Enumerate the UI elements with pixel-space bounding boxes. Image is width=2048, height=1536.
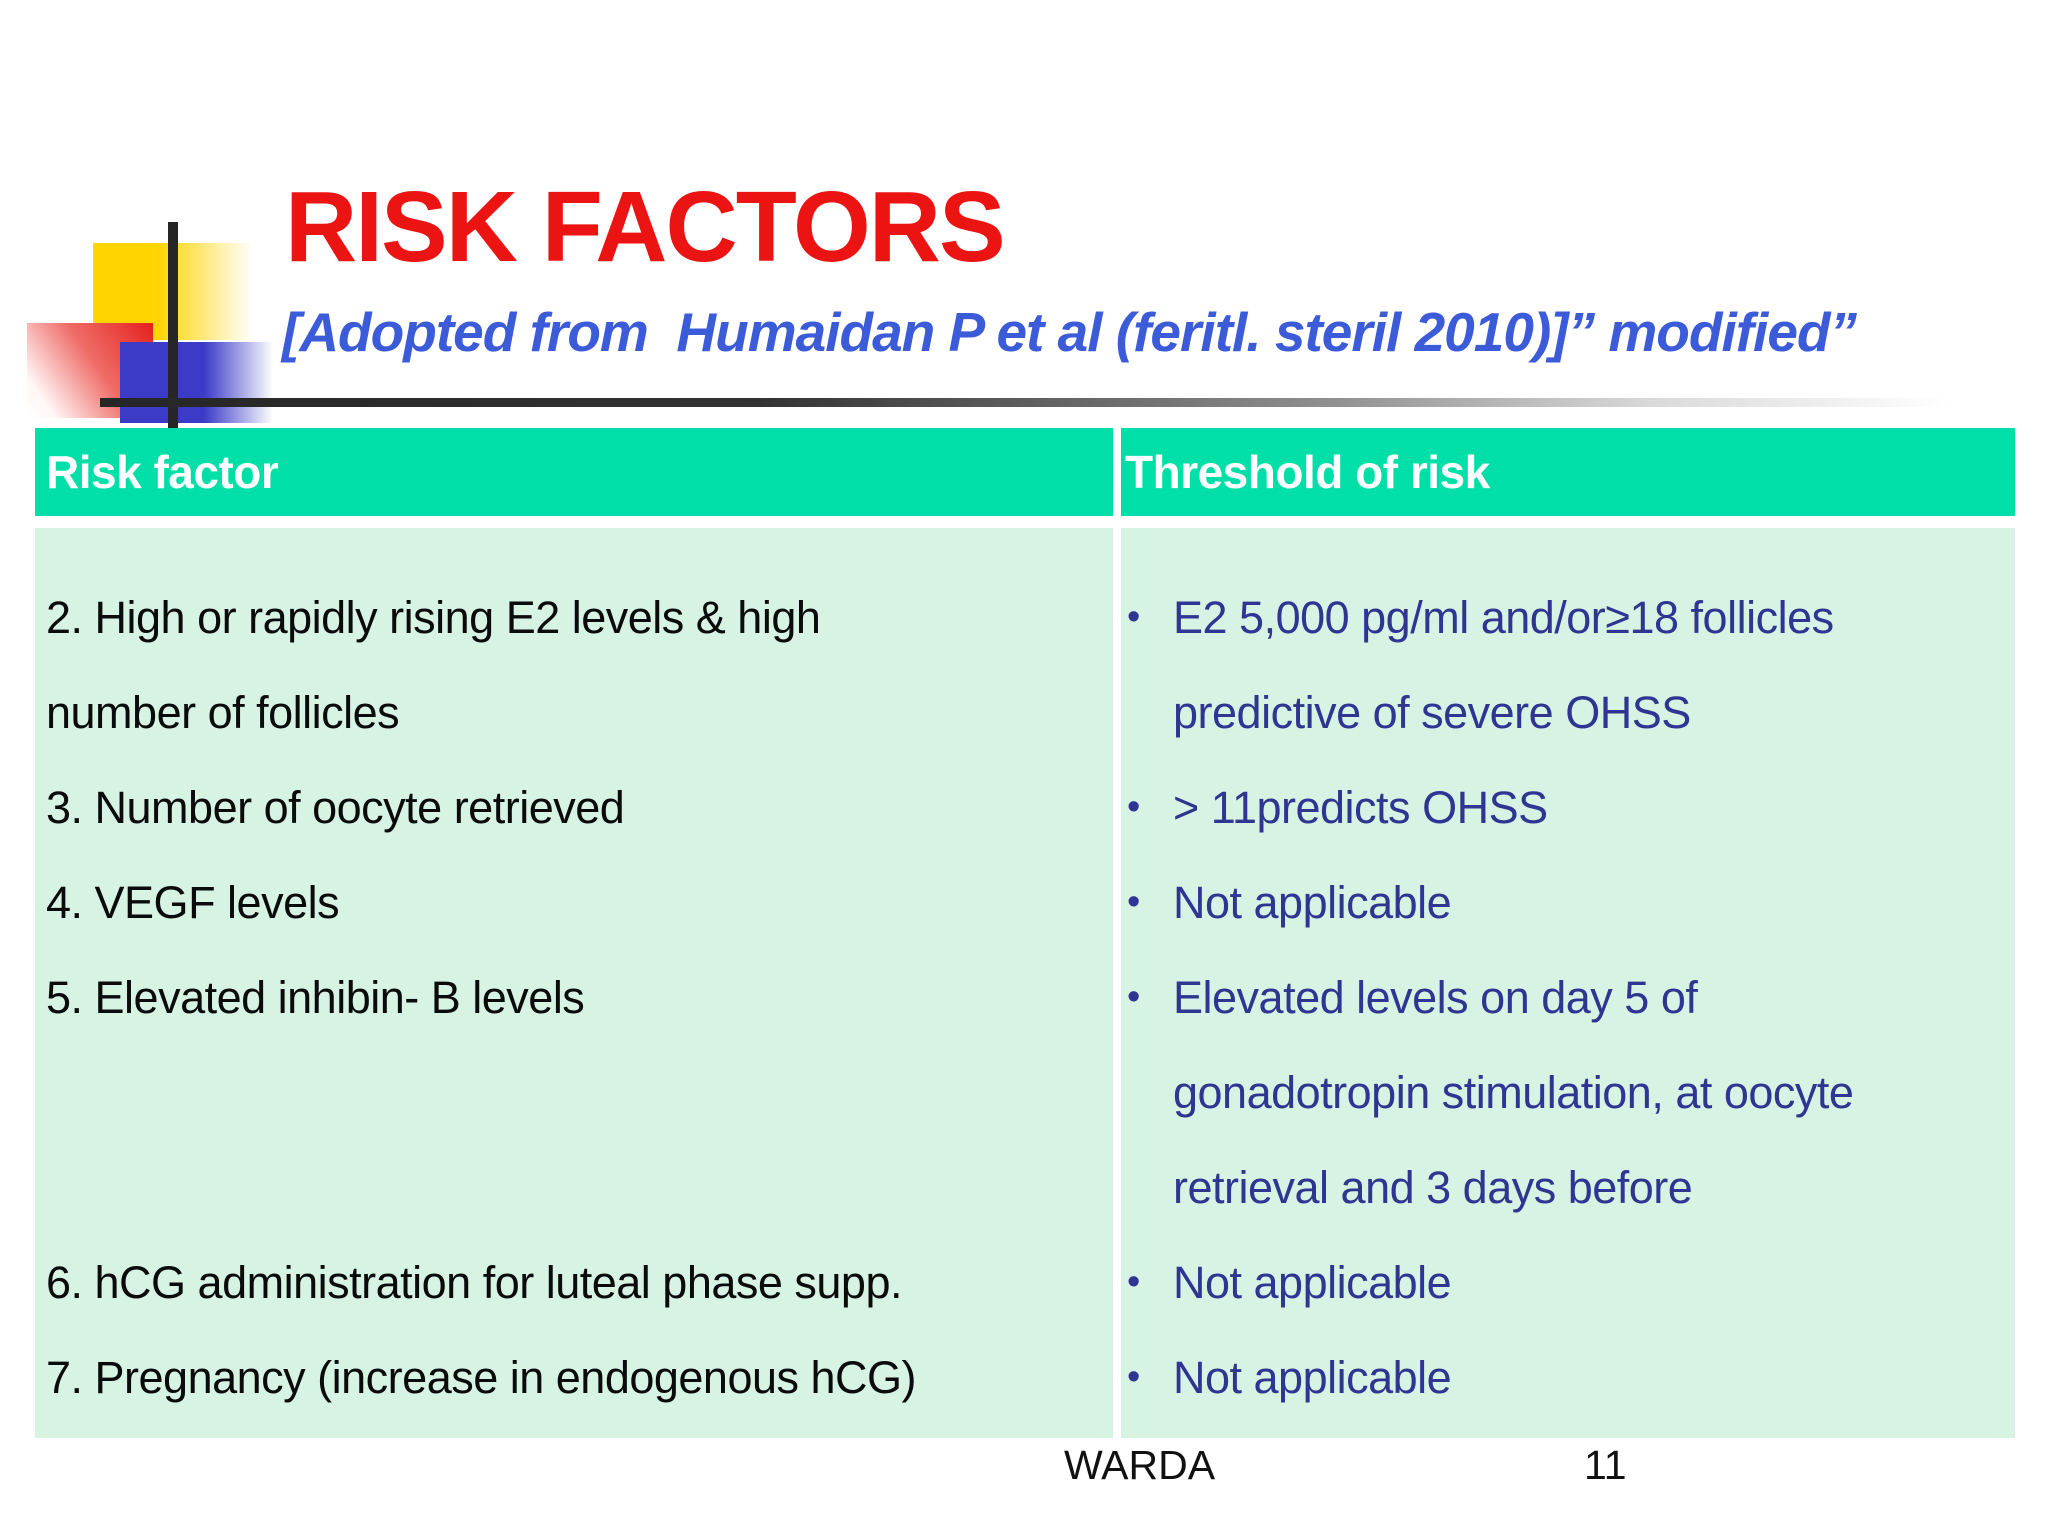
bullet-icon: •	[1127, 1356, 1141, 1398]
risk-factor-text: number of follicles	[46, 687, 400, 738]
threshold-text: gonadotropin stimulation, at oocyte	[1173, 1067, 1854, 1118]
risk-factor-text: 4. VEGF levels	[46, 877, 340, 928]
bullet-icon: •	[1127, 976, 1141, 1018]
bullet-icon: •	[1127, 786, 1141, 828]
slide-title: RISK FACTORS	[285, 171, 1006, 283]
threshold-text: Not applicable	[1173, 1352, 1452, 1403]
risk-factor-cell: 6. hCG administration for luteal phase s…	[35, 1235, 1113, 1330]
threshold-cell: • Not applicable	[1113, 1330, 2015, 1425]
threshold-text: Not applicable	[1173, 877, 1452, 928]
risk-factor-text: 6. hCG administration for luteal phase s…	[46, 1257, 902, 1308]
bullet-icon: •	[1127, 596, 1141, 638]
horizontal-rule-decoration	[100, 398, 1990, 407]
threshold-text: E2 5,000 pg/ml and/or≥18 follicles	[1173, 592, 1834, 643]
risk-factor-cell: 7. Pregnancy (increase in endogenous hCG…	[35, 1330, 1113, 1425]
table-row: 6. hCG administration for luteal phase s…	[35, 1235, 2015, 1330]
risk-factor-cell: 4. VEGF levels	[35, 855, 1113, 950]
risk-factor-text: 5. Elevated inhibin- B levels	[46, 972, 585, 1023]
threshold-cell: • Not applicable	[1113, 855, 2015, 950]
threshold-text: Elevated levels on day 5 of	[1173, 972, 1698, 1023]
footer-page-number: 11	[1584, 1442, 1627, 1488]
threshold-cell: • Elevated levels on day 5 of gonadotrop…	[1113, 950, 2015, 1235]
threshold-text: predictive of severe OHSS	[1173, 687, 1691, 738]
threshold-cell: • E2 5,000 pg/ml and/or≥18 follicles pre…	[1113, 570, 2015, 760]
column-header-risk-factor: Risk factor	[46, 446, 279, 498]
risk-factor-cell: 2. High or rapidly rising E2 levels & hi…	[35, 570, 1113, 760]
table-row: 7. Pregnancy (increase in endogenous hCG…	[35, 1330, 2015, 1425]
table-row: 5. Elevated inhibin- B levels • Elevated…	[35, 950, 2015, 1235]
threshold-cell: • > 11predicts OHSS	[1113, 760, 2015, 855]
table-row: 4. VEGF levels • Not applicable	[35, 855, 2015, 950]
column-divider	[1113, 428, 1121, 1438]
threshold-text: > 11predicts OHSS	[1173, 782, 1548, 833]
bullet-icon: •	[1127, 1261, 1141, 1303]
column-header-threshold: Threshold of risk	[1125, 446, 1490, 498]
threshold-text: retrieval and 3 days before	[1173, 1162, 1693, 1213]
risk-factor-text: 7. Pregnancy (increase in endogenous hCG…	[46, 1352, 917, 1403]
vertical-rule-decoration	[168, 222, 178, 432]
table-header-row: Risk factor Threshold of risk	[35, 428, 2015, 516]
risk-factor-cell: 3. Number of oocyte retrieved	[35, 760, 1113, 855]
footer-author: WARDA	[1064, 1442, 1216, 1488]
bullet-icon: •	[1127, 881, 1141, 923]
table-body: 2. High or rapidly rising E2 levels & hi…	[35, 528, 2015, 1438]
threshold-text: Not applicable	[1173, 1257, 1452, 1308]
risk-factor-text: 2. High or rapidly rising E2 levels & hi…	[46, 592, 821, 643]
blue-square-decoration	[120, 342, 273, 423]
table-row: 3. Number of oocyte retrieved • > 11pred…	[35, 760, 2015, 855]
risk-factor-text: 3. Number of oocyte retrieved	[46, 782, 625, 833]
risk-factor-cell: 5. Elevated inhibin- B levels	[35, 950, 1113, 1235]
table-row: 2. High or rapidly rising E2 levels & hi…	[35, 570, 2015, 760]
slide-subtitle: [Adopted from Humaidan P et al (feritl. …	[282, 301, 1857, 363]
threshold-cell: • Not applicable	[1113, 1235, 2015, 1330]
